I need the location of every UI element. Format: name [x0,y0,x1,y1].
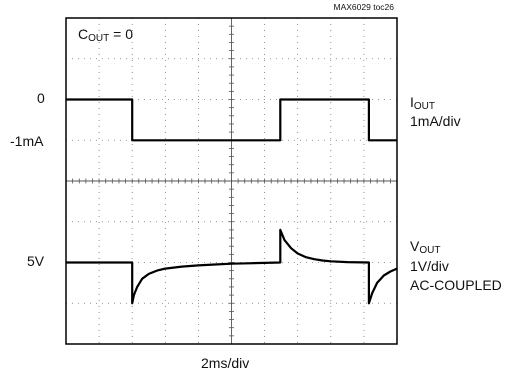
x-axis-label: 2ms/div [201,355,250,371]
series-label-vout: VOUT [410,238,440,259]
series-label-iout: IOUT [410,94,435,115]
vout-label-main: V [410,238,420,254]
trace-vout [66,228,398,305]
vout-label-sub: OUT [419,245,441,256]
iout-level-minus-one-label: -1mA [10,133,44,149]
figure-id: MAX6029 toc26 [333,2,394,12]
grid [66,18,397,344]
plot-frame [65,17,398,345]
trace-iout [66,98,397,142]
iout-level-zero-label: 0 [37,90,45,106]
condition-value: = 0 [109,26,133,42]
iout-label-main: I [410,94,414,110]
iout-label-sub: OUT [413,101,435,112]
vout-level-five-label: 5V [27,253,45,269]
vout-scale-label: 1V/div [410,258,449,274]
iout-scale-label: 1mA/div [410,113,461,129]
condition-label: COUT = 0 [78,26,133,47]
vout-coupling-label: AC-COUPLED [410,277,502,293]
condition-symbol: C [78,26,89,42]
condition-subscript: OUT [88,33,110,44]
traces [66,98,398,305]
